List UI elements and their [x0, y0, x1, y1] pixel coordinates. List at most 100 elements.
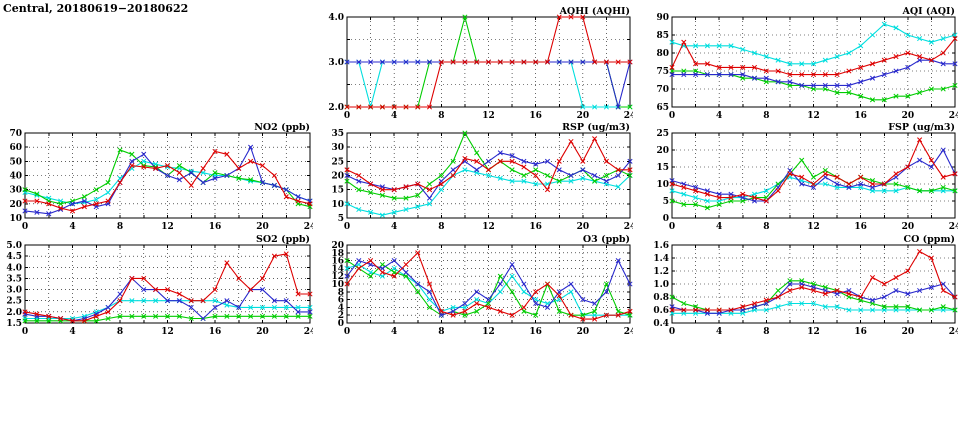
svg-text:0: 0 — [669, 222, 675, 232]
svg-text:12: 12 — [161, 222, 174, 232]
svg-text:8: 8 — [763, 222, 769, 232]
svg-text:8: 8 — [763, 327, 769, 337]
svg-text:NO2 (ppb): NO2 (ppb) — [254, 122, 310, 133]
svg-text:20: 20 — [256, 327, 269, 337]
svg-text:10: 10 — [331, 280, 344, 290]
aqhi-chart: 0 4 8 12 16 20 24 2.0 3.0 4.0 AQHI (AQHI) — [323, 4, 633, 123]
svg-text:20: 20 — [656, 146, 669, 156]
svg-text:4: 4 — [69, 222, 75, 232]
svg-text:0.6: 0.6 — [653, 306, 669, 316]
svg-text:4: 4 — [391, 111, 397, 121]
svg-text:1.5: 1.5 — [6, 319, 22, 329]
svg-text:0.8: 0.8 — [653, 293, 669, 303]
no2-chart: 0 4 8 12 16 20 24 10 20 30 40 50 60 70 NO2 (ppb) — [1, 120, 313, 234]
svg-text:8: 8 — [438, 111, 444, 121]
svg-text:65: 65 — [656, 103, 669, 113]
svg-text:2.5: 2.5 — [6, 297, 22, 307]
chart-canvas-so2: 0 4 8 12 16 20 24 1.52.02.53.0 3.54.04.55.0 SO2 (… — [6, 234, 313, 337]
svg-text:75: 75 — [656, 67, 669, 77]
svg-text:CO (ppm): CO (ppm) — [904, 234, 955, 245]
svg-text:25: 25 — [656, 129, 669, 139]
svg-text:0: 0 — [344, 111, 350, 121]
svg-text:3.0: 3.0 — [328, 58, 344, 68]
svg-text:1.2: 1.2 — [653, 267, 669, 277]
svg-text:FSP (ug/m3): FSP (ug/m3) — [888, 122, 955, 133]
svg-text:2: 2 — [338, 311, 344, 321]
svg-text:0: 0 — [669, 327, 675, 337]
svg-text:0: 0 — [22, 222, 28, 232]
svg-text:18: 18 — [331, 249, 344, 259]
svg-text:4: 4 — [716, 222, 722, 232]
svg-text:8: 8 — [338, 288, 344, 298]
svg-text:16: 16 — [209, 222, 222, 232]
svg-text:2.0: 2.0 — [6, 308, 22, 318]
svg-text:20: 20 — [577, 327, 590, 337]
svg-text:1.4: 1.4 — [653, 254, 669, 264]
svg-text:0: 0 — [22, 327, 28, 337]
aqi-chart: 0 4 8 12 16 20 24 65 70 75 80 85 90 AQI (AQI) — [648, 4, 958, 123]
so2-chart: 0 4 8 12 16 20 24 1.52.02.53.0 3.54.04.55.0 SO2 (… — [1, 232, 313, 339]
svg-text:12: 12 — [331, 272, 344, 282]
svg-text:60: 60 — [9, 143, 22, 153]
svg-text:24: 24 — [949, 327, 958, 337]
svg-text:20: 20 — [902, 111, 915, 121]
svg-text:12: 12 — [161, 327, 174, 337]
svg-text:24: 24 — [624, 111, 633, 121]
svg-text:12: 12 — [807, 222, 820, 232]
o3-chart: 0481216202402468101214161820O3 (ppb) — [323, 232, 633, 339]
svg-text:4.5: 4.5 — [6, 252, 22, 262]
svg-text:20: 20 — [902, 222, 915, 232]
svg-text:70: 70 — [9, 129, 22, 139]
svg-text:20: 20 — [577, 222, 590, 232]
svg-text:4: 4 — [338, 303, 344, 313]
rsp-chart: 0 4 8 12 16 20 24 5 10 15 20 25 30 35 RSP (ug/m3) — [323, 120, 633, 234]
svg-text:4: 4 — [69, 327, 75, 337]
co-chart: 0 4 8 12 16 20 24 0.4 0.6 0.8 1.0 1.2 1.4 1.6 CO (ppm) — [648, 232, 958, 339]
svg-text:15: 15 — [656, 163, 669, 173]
svg-text:1.0: 1.0 — [653, 280, 669, 290]
svg-text:16: 16 — [854, 111, 867, 121]
chart-canvas-o3: 0481216202402468101214161820O3 (ppb) — [331, 234, 633, 337]
svg-text:8: 8 — [117, 327, 123, 337]
svg-text:35: 35 — [331, 129, 344, 139]
svg-text:0: 0 — [344, 327, 350, 337]
svg-text:16: 16 — [529, 222, 542, 232]
svg-text:4: 4 — [716, 111, 722, 121]
svg-text:4: 4 — [391, 222, 397, 232]
page-title: Central, 20180619−20180622 — [3, 2, 189, 15]
svg-text:12: 12 — [482, 111, 495, 121]
svg-text:20: 20 — [902, 327, 915, 337]
chart-canvas-no2: 0 4 8 12 16 20 24 10 20 30 40 50 60 70 NO2 (ppb) — [9, 122, 313, 232]
svg-text:8: 8 — [117, 222, 123, 232]
svg-text:12: 12 — [807, 327, 820, 337]
svg-text:24: 24 — [624, 327, 633, 337]
svg-text:10: 10 — [656, 180, 669, 190]
svg-text:8: 8 — [763, 111, 769, 121]
svg-text:3.0: 3.0 — [6, 286, 22, 296]
svg-text:0: 0 — [338, 319, 344, 329]
svg-text:16: 16 — [331, 257, 344, 267]
svg-text:24: 24 — [624, 222, 633, 232]
svg-text:2.0: 2.0 — [328, 103, 344, 113]
fsp-chart: 0 4 8 12 16 20 24 0 5 10 15 20 25 FSP (ug/m3) — [648, 120, 958, 234]
svg-text:40: 40 — [9, 172, 22, 182]
svg-text:3.5: 3.5 — [6, 274, 22, 284]
svg-text:RSP (ug/m3): RSP (ug/m3) — [562, 122, 630, 133]
svg-text:24: 24 — [949, 111, 958, 121]
svg-text:16: 16 — [854, 327, 867, 337]
chart-canvas-rsp: 0 4 8 12 16 20 24 5 10 15 20 25 30 35 RSP (ug/m3) — [331, 122, 633, 232]
svg-text:16: 16 — [209, 327, 222, 337]
svg-text:24: 24 — [304, 222, 313, 232]
svg-text:24: 24 — [949, 222, 958, 232]
svg-text:16: 16 — [529, 327, 542, 337]
svg-text:15: 15 — [331, 186, 344, 196]
svg-text:0: 0 — [663, 214, 669, 224]
svg-text:20: 20 — [331, 241, 344, 251]
svg-text:4: 4 — [716, 327, 722, 337]
svg-text:20: 20 — [577, 111, 590, 121]
svg-text:5.0: 5.0 — [6, 241, 22, 251]
svg-text:25: 25 — [331, 157, 344, 167]
svg-text:AQI (AQI): AQI (AQI) — [902, 6, 955, 17]
svg-text:5: 5 — [663, 197, 669, 207]
svg-text:10: 10 — [9, 214, 22, 224]
